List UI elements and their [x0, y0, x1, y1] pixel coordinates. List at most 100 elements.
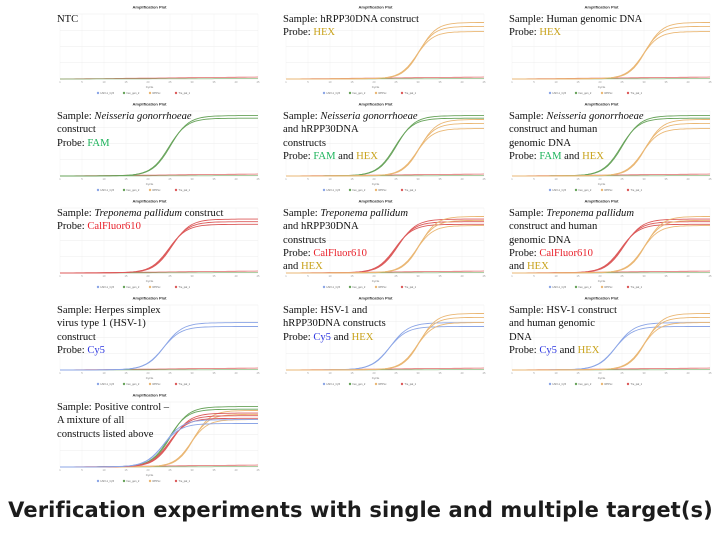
- legend-entry: RPPxx: [605, 91, 614, 95]
- x-tick-label: 15: [125, 371, 128, 375]
- legend-marker: [348, 285, 352, 289]
- legend-entry: Tre_pal_1: [405, 91, 417, 95]
- legend-entry: Tre_pal_1: [405, 188, 417, 192]
- x-tick-label: 10: [555, 371, 558, 375]
- x-tick-label: 1: [285, 177, 287, 181]
- label-text: genomic DNA: [509, 234, 572, 246]
- x-tick-label: 40: [687, 80, 690, 84]
- legend-marker: [600, 285, 604, 289]
- panel-hsv: Amplification Plot 1 5 10 15 20 25 30 35 40 45 Cycl…: [36, 294, 263, 389]
- legend-marker: [122, 91, 126, 95]
- x-tick-label: 1: [59, 80, 61, 84]
- x-tick-label: 15: [125, 177, 128, 181]
- label-line: constructs: [283, 137, 418, 150]
- organism-name: Neisseria gonorrhoeae: [94, 111, 192, 122]
- x-tick-label: 35: [213, 371, 216, 375]
- x-tick-label: 35: [213, 80, 216, 84]
- probe-dye-hex: HEX: [539, 27, 562, 39]
- x-tick-label: 35: [665, 371, 668, 375]
- x-axis-label: Cycle: [146, 279, 154, 283]
- panel-human: Amplification Plot 1 5 10 15 20 25 30 35 40 45 Cycl…: [488, 3, 715, 98]
- x-tick-label: 40: [235, 274, 238, 278]
- legend-entry: HSV-1_Cy5: [101, 382, 115, 386]
- label-text: Sample: HSV-1 and: [283, 305, 368, 316]
- sample-label: Sample: Human genomic DNA Probe: HEX: [509, 13, 642, 40]
- probe-line: and HEX: [283, 260, 408, 273]
- sample-label: Sample: Treponema pallidum construct Prob…: [57, 207, 223, 234]
- probe-prefix: Probe:: [57, 137, 88, 149]
- legend-marker: [374, 285, 378, 289]
- panel-positive: Amplification Plot 1 5 10 15 20 25 30 35 40 45 Cycl…: [36, 391, 263, 486]
- legend-entry: RPPxx: [379, 382, 388, 386]
- x-tick-label: 40: [461, 177, 464, 181]
- legend-marker: [122, 188, 126, 192]
- legend-entry: Tre_pal_1: [179, 188, 191, 192]
- x-tick-label: 40: [235, 177, 238, 181]
- x-tick-label: 20: [599, 177, 602, 181]
- x-tick-label: 5: [533, 177, 535, 181]
- legend-entry: HSV-1_Cy5: [101, 479, 115, 483]
- probe-dye-fam: FAM: [87, 137, 110, 149]
- legend-entry: RPPxx: [153, 91, 162, 95]
- probe-dye-hex: HEX: [300, 261, 323, 273]
- probe-prefix: Probe:: [283, 331, 314, 343]
- x-tick-label: 5: [81, 468, 83, 472]
- x-tick-label: 10: [555, 80, 558, 84]
- label-line: virus type 1 (HSV-1): [57, 317, 161, 330]
- x-tick-label: 25: [169, 371, 172, 375]
- label-line: Sample: Human genomic DNA: [509, 13, 642, 26]
- label-line: Sample: Neisseria gonorrhoeae: [57, 110, 192, 123]
- x-tick-label: 20: [147, 468, 150, 472]
- probe-dye-calfluor610: CalFluor610: [313, 247, 367, 259]
- x-tick-label: 20: [147, 80, 150, 84]
- legend-marker: [148, 188, 152, 192]
- legend-entry: hex_gen_2: [353, 382, 366, 386]
- label-text: Sample:: [509, 111, 547, 122]
- x-tick-label: 1: [511, 371, 513, 375]
- x-tick-label: 1: [511, 80, 513, 84]
- label-text: DNA: [509, 331, 532, 343]
- label-text: Sample: Positive control –: [57, 402, 170, 413]
- x-tick-label: 15: [577, 371, 580, 375]
- label-text: and hRPP30DNA: [283, 124, 359, 136]
- x-tick-label: 20: [147, 177, 150, 181]
- x-tick-label: 5: [81, 177, 83, 181]
- series-line-yellow: [286, 22, 484, 80]
- series-line-blue: [60, 322, 258, 371]
- label-text: constructs listed above: [57, 428, 154, 440]
- x-tick-label: 30: [643, 80, 646, 84]
- legend-marker: [122, 285, 126, 289]
- probe-text: and: [283, 261, 301, 273]
- legend-marker: [96, 285, 100, 289]
- probe-line: Probe: Cy5: [57, 344, 161, 357]
- label-line: NTC: [57, 13, 78, 26]
- x-axis-label: Cycle: [598, 376, 606, 380]
- plot-title: Amplification Plot: [133, 5, 168, 10]
- panel-hsv-human: Amplification Plot 1 5 10 15 20 25 30 35 40 45 Cycl…: [488, 294, 715, 389]
- x-tick-label: 15: [351, 274, 354, 278]
- legend-entry: hex_gen_2: [353, 285, 366, 289]
- label-line: genomic DNA: [509, 234, 634, 247]
- label-text: Sample:: [283, 111, 321, 122]
- probe-prefix: Probe:: [509, 247, 540, 259]
- probe-dye-cy5: Cy5: [87, 344, 105, 356]
- x-tick-label: 5: [307, 80, 309, 84]
- legend-entry: Tre_pal_1: [405, 285, 417, 289]
- plot-title: Amplification Plot: [585, 199, 620, 204]
- probe-line: Probe: Cy5 and HEX: [283, 331, 386, 344]
- label-line: construct: [57, 331, 161, 344]
- label-line: construct: [57, 123, 192, 136]
- label-text: construct and human: [509, 124, 598, 136]
- x-tick-label: 40: [235, 371, 238, 375]
- probe-dye-hex: HEX: [356, 150, 378, 162]
- legend-marker: [148, 285, 152, 289]
- legend-entry: Tre_pal_1: [179, 285, 191, 289]
- x-tick-label: 10: [103, 371, 106, 375]
- x-tick-label: 15: [351, 80, 354, 84]
- x-tick-label: 10: [103, 177, 106, 181]
- x-tick-label: 5: [81, 274, 83, 278]
- probe-line: Probe: FAM: [57, 137, 192, 150]
- label-line: construct and human: [509, 220, 634, 233]
